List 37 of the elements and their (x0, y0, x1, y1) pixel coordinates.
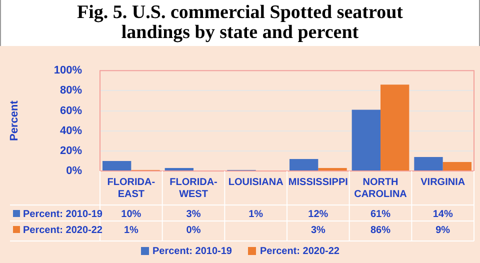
data-label: 1% (248, 208, 264, 220)
data-label: 12% (308, 208, 328, 220)
x-tick-label: NORTH CAROLINA (354, 176, 407, 200)
bar (318, 168, 347, 170)
y-tick-label: 100% (54, 64, 82, 77)
bar (289, 158, 318, 170)
data-label: 1% (124, 224, 138, 236)
data-label: 61% (370, 208, 391, 220)
y-tick-label: 80% (60, 84, 82, 97)
bar (380, 84, 410, 170)
x-tick-label: VIRGINIA (420, 176, 466, 188)
data-label: 9% (436, 224, 450, 236)
legend-label: Percent: 2020-22 (23, 224, 103, 236)
text: Percent: 2020-22 (260, 246, 340, 257)
bar (352, 110, 380, 170)
data-label: 86% (370, 224, 391, 236)
legend-label: Percent: 2010-19 (23, 208, 103, 220)
x-tick-label: FLORIDA-EAST (107, 176, 156, 200)
x-tick-label: MISSISSIPPI (288, 176, 348, 188)
bar (414, 156, 443, 170)
y-tick-label: 0% (66, 165, 82, 178)
data-label: 3% (310, 224, 326, 236)
bar (442, 162, 472, 170)
bar (164, 168, 194, 170)
data-label: 10% (121, 208, 142, 220)
data-label: 14% (432, 208, 453, 220)
x-tick-label: FLORIDA-WEST (170, 176, 218, 200)
bar (102, 160, 132, 170)
y-axis-title: Percent (8, 100, 21, 141)
chart-title: Fig. 5. U.S. commercial Spotted seatrout landings by state and percent (0, 0, 480, 46)
text: Percent: 2010-19 (152, 246, 232, 257)
data-label: 0% (186, 224, 201, 236)
y-tick-label: 60% (60, 104, 82, 117)
y-tick-label: 40% (60, 124, 82, 137)
y-tick-label: 20% (60, 144, 82, 157)
x-tick-label: LOUISIANA (228, 176, 284, 188)
data-label: 3% (186, 208, 201, 220)
